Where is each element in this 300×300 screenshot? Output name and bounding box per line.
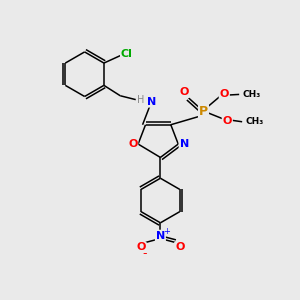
Text: H: H — [137, 95, 145, 105]
Text: CH₃: CH₃ — [242, 90, 260, 99]
Text: O: O — [128, 139, 137, 149]
Text: N: N — [156, 231, 165, 241]
Text: O: O — [223, 116, 232, 126]
Text: O: O — [179, 87, 189, 97]
Text: N: N — [147, 97, 156, 107]
Text: O: O — [220, 89, 229, 99]
Text: -: - — [143, 247, 147, 260]
Text: CH₃: CH₃ — [245, 117, 263, 126]
Text: O: O — [175, 242, 184, 253]
Text: Cl: Cl — [121, 49, 133, 59]
Text: P: P — [199, 105, 208, 118]
Text: +: + — [163, 226, 170, 236]
Text: O: O — [136, 242, 146, 253]
Text: N: N — [180, 139, 189, 149]
